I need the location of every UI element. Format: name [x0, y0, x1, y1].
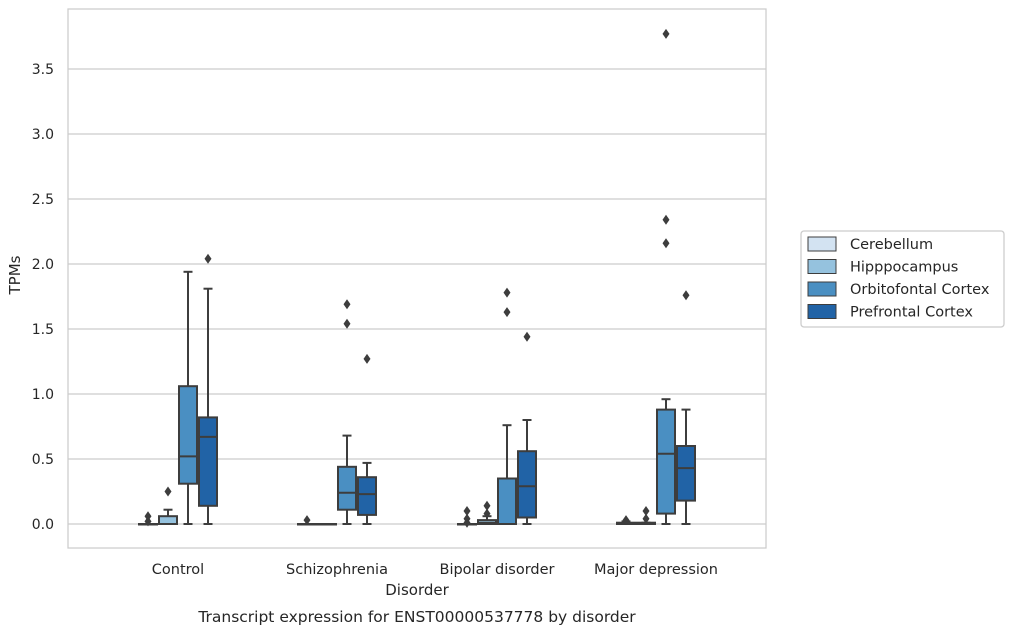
outlier-point: [662, 238, 670, 249]
box-hipppocampus: [636, 506, 656, 526]
outlier-point: [503, 307, 511, 318]
outlier-point: [483, 500, 491, 511]
legend-label: Hipppocampus: [850, 260, 958, 276]
y-tick-label: 3.5: [32, 62, 54, 78]
outlier-point: [642, 506, 650, 516]
legend-swatch: [807, 281, 837, 297]
box-cerebellum: [616, 515, 636, 526]
box-body: [158, 515, 178, 526]
legend-label: Orbitofontal Cortex: [850, 282, 990, 298]
y-tick-label: 0.5: [32, 452, 54, 468]
box-body: [198, 416, 218, 507]
y-axis-label: TPMs: [6, 255, 24, 295]
outlier-point: [523, 331, 531, 342]
outlier-point: [503, 287, 511, 298]
outlier-point: [642, 513, 650, 524]
outlier-point: [204, 253, 212, 264]
legend-swatch: [807, 236, 837, 252]
box-cerebellum: [457, 506, 477, 528]
outlier-point: [144, 516, 152, 527]
x-tick-label: Bipolar disorder: [440, 562, 555, 578]
x-axis-label: Disorder: [385, 581, 449, 599]
plot-area-frame: [67, 8, 767, 549]
outlier-point: [463, 513, 471, 524]
x-tick-label: Schizophrenia: [286, 562, 388, 578]
y-axis-ticks: 0.0 0.5 1.0 1.5 2.0 2.5 3.0 3.5: [32, 62, 54, 533]
box-hipppocampus: [317, 523, 337, 526]
outlier-point: [144, 511, 152, 522]
legend-swatch: [807, 304, 837, 319]
box-prefrontal-cortex: [198, 253, 218, 525]
x-tick-label: Major depression: [594, 562, 718, 578]
legend-label: Cerebellum: [850, 237, 933, 253]
box-orbitofontal-cortex: [337, 299, 357, 525]
box-orbitofontal-cortex: [497, 287, 517, 525]
outlier-point: [463, 506, 471, 516]
outlier-point: [303, 515, 311, 526]
box-orbitofontal-cortex: [178, 270, 198, 525]
box-body: [357, 476, 377, 516]
box-body: [337, 465, 357, 511]
x-tick-label: Control: [152, 562, 204, 578]
box-body: [676, 445, 696, 502]
box-cerebellum: [297, 515, 317, 526]
box-body: [517, 450, 537, 519]
legend: Cerebellum Hipppocampus Orbitofontal Corte…: [800, 230, 1005, 328]
y-tick-label: 0.0: [32, 517, 54, 533]
box-orbitofontal-cortex: [656, 28, 676, 525]
boxes-layer: [138, 28, 696, 528]
outlier-point: [622, 515, 630, 526]
legend-swatch: [807, 259, 837, 274]
outlier-point: [363, 353, 371, 364]
outlier-point: [662, 214, 670, 225]
outlier-point: [483, 508, 491, 519]
outlier-point: [343, 318, 351, 329]
box-cerebellum: [138, 511, 158, 527]
y-tick-label: 1.5: [32, 322, 54, 338]
box-body: [656, 408, 676, 515]
legend-frame: [800, 230, 1005, 328]
legend-label: Prefrontal Cortex: [850, 305, 973, 321]
box-hipppocampus: [477, 500, 497, 525]
y-tick-label: 2.5: [32, 192, 54, 208]
box-body: [178, 385, 198, 485]
chart-caption: Transcript expression for ENST0000053777…: [197, 608, 636, 626]
box-prefrontal-cortex: [357, 353, 377, 525]
box-prefrontal-cortex: [676, 290, 696, 525]
y-tick-label: 2.0: [32, 257, 54, 273]
y-tick-label: 1.0: [32, 387, 54, 403]
outlier-point: [164, 486, 172, 497]
box-body: [497, 477, 517, 525]
outlier-point: [682, 290, 690, 301]
box-hipppocampus: [158, 486, 178, 526]
y-tick-label: 3.0: [32, 127, 54, 143]
x-axis-ticks: Control Schizophrenia Bipolar disorder Majo…: [152, 562, 718, 578]
box-prefrontal-cortex: [517, 331, 537, 525]
outlier-point: [343, 299, 351, 310]
outlier-point: [662, 28, 670, 39]
